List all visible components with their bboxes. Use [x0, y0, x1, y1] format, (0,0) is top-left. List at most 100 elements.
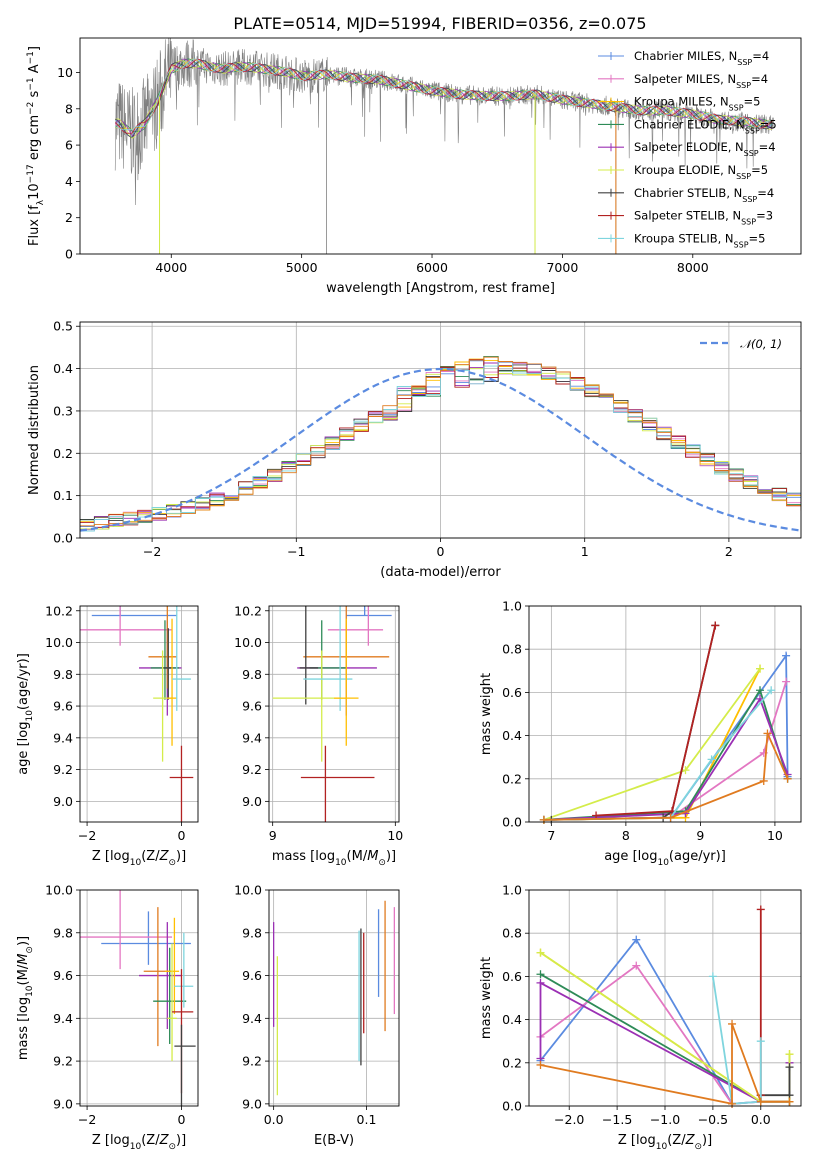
y-tick-label: 0.2 — [502, 771, 522, 786]
y-tick-label: 9.0 — [53, 794, 73, 809]
normal-legend-label: 𝒩(0, 1) — [740, 337, 782, 351]
x-axis-label: (data-model)/error — [380, 565, 501, 580]
y-tick-label: 9.0 — [242, 1096, 262, 1111]
y-tick-label: 10.0 — [234, 635, 262, 650]
x-tick-label: 7 — [547, 828, 555, 843]
y-axis-label: Flux [fλ10−17 erg cm−2 s−1 A−1] — [26, 46, 46, 246]
x-tick-label: 9 — [269, 828, 277, 843]
mass_vs_ebv-panel: 0.0 0.1 9.0 9.2 9.4 9.6 9.8 10.0 E(B-V) — [234, 883, 400, 1148]
axes-frame — [79, 37, 802, 255]
weight-marker — [756, 686, 765, 695]
weight-marker — [767, 686, 776, 695]
axes-frame — [528, 889, 802, 1107]
axes-frame — [79, 889, 199, 1107]
x-tick-label: 8 — [622, 828, 630, 843]
y-tick-label: 9.4 — [53, 1011, 73, 1026]
histogram-steps — [80, 355, 801, 532]
y-tick-label: 0.1 — [53, 488, 73, 503]
histogram-series — [80, 359, 801, 528]
model-fit-line — [115, 60, 773, 138]
legend-entry: Salpeter STELIB, NSSP=3 — [634, 209, 773, 227]
y-tick-label: 6 — [65, 138, 73, 153]
y-tick-label: 9.6 — [242, 968, 262, 983]
weight-marker — [763, 729, 772, 738]
y-tick-label: 9.2 — [53, 762, 73, 777]
mass_vs_Z-panel: −2 0 9.0 9.2 9.4 9.6 9.8 10.0 Z [log10(Z/Z⊙)] mas… — [16, 883, 199, 1152]
x-tick-label: 1 — [581, 544, 589, 559]
weight-marker — [539, 815, 548, 824]
spectrum-panel: 4000 5000 6000 7000 8000 0 2 4 6 8 10 wavelength [A… — [26, 37, 802, 296]
y-tick-label: 0.2 — [502, 1055, 522, 1070]
spectrum-lines — [114, 38, 774, 254]
x-tick-label: 0 — [178, 828, 186, 843]
legend-entry: Chabrier ELODIE, NSSP=5 — [634, 117, 777, 135]
y-tick-label: 9.4 — [242, 1011, 262, 1026]
y-tick-label: 0.6 — [502, 685, 522, 700]
legend-entry: Chabrier MILES, NSSP=4 — [634, 49, 769, 67]
weight-marker — [681, 766, 690, 775]
x-tick-label: 0 — [178, 1112, 186, 1127]
y-tick-label: 0.2 — [53, 446, 73, 461]
y-tick-label: 10.0 — [234, 883, 262, 898]
mass_weight_vs_Z-panel: −2.0 −1.5 −1.0 −0.5 0.0 0.0 0.2 0.4 0.6 0.8 1.0 Z [… — [479, 883, 802, 1152]
errorbar-group — [272, 900, 396, 1096]
weight-marker — [536, 1060, 545, 1069]
y-tick-label: 10.2 — [234, 603, 262, 618]
weight-lines — [539, 621, 792, 824]
y-tick-label: 9.6 — [242, 699, 262, 714]
weight-marker — [756, 664, 765, 673]
spectrum-legend: Chabrier MILES, NSSP=4 Salpeter MILES, NS… — [598, 49, 777, 249]
weight-series-line — [543, 688, 789, 821]
errorbar-group — [80, 606, 194, 822]
errorbar-group — [80, 890, 196, 1106]
weight-lines — [536, 905, 794, 1108]
y-axis-label: Normed distribution — [27, 365, 42, 495]
axes-frame — [268, 889, 400, 1107]
weight-marker — [536, 948, 545, 957]
weight-series-line — [543, 696, 789, 821]
mass_weight_vs_age-panel: 7 8 9 10 0.0 0.2 0.4 0.6 0.8 1.0 age [log10(age/yr… — [479, 599, 802, 868]
legend-entry: Kroupa STELIB, NSSP=5 — [634, 231, 765, 249]
axes-frame — [79, 321, 802, 539]
y-tick-label: 9.2 — [242, 1054, 262, 1069]
y-tick-label: 9.8 — [53, 667, 73, 682]
histogram-series — [80, 363, 801, 525]
legend-entry: Kroupa ELODIE, NSSP=5 — [634, 163, 768, 181]
y-tick-label: 2 — [65, 210, 73, 225]
axes-frame — [268, 605, 400, 823]
weight-marker — [782, 651, 791, 660]
model-fit-line — [114, 58, 773, 137]
x-tick-label: 0 — [437, 544, 445, 559]
y-tick-label: 0.0 — [53, 531, 73, 546]
weight-marker — [536, 978, 545, 987]
weight-marker — [782, 677, 791, 686]
weight-series-line — [543, 681, 787, 821]
x-tick-label: −1.0 — [650, 1112, 680, 1127]
x-tick-label: 9 — [696, 828, 704, 843]
x-tick-label: 0.0 — [751, 1112, 771, 1127]
axes-frame — [528, 605, 802, 823]
weight-marker — [666, 813, 675, 822]
x-axis-label: Z [log10(Z/Z⊙)] — [92, 849, 186, 868]
weight-marker — [759, 776, 768, 785]
weight-marker — [785, 1063, 794, 1072]
weight-marker — [728, 1099, 737, 1108]
y-tick-label: 9.2 — [242, 762, 262, 777]
y-tick-label: 1.0 — [502, 883, 522, 898]
model-fit-line — [115, 60, 773, 139]
y-tick-label: 9.4 — [53, 730, 73, 745]
y-tick-label: 9.8 — [242, 925, 262, 940]
x-tick-label: −2 — [78, 1112, 96, 1127]
histogram-series — [80, 358, 801, 523]
weight-marker — [632, 961, 641, 970]
y-tick-label: 0.4 — [53, 361, 73, 376]
x-tick-label: −2 — [143, 544, 161, 559]
weight-marker — [785, 1050, 794, 1059]
y-tick-label: 4 — [65, 174, 73, 189]
x-tick-label: 5000 — [286, 260, 318, 275]
weight-marker — [728, 1019, 737, 1028]
y-tick-label: 0 — [65, 247, 73, 262]
y-tick-label: 9.6 — [53, 968, 73, 983]
x-axis-label: age [log10(age/yr)] — [604, 849, 726, 868]
